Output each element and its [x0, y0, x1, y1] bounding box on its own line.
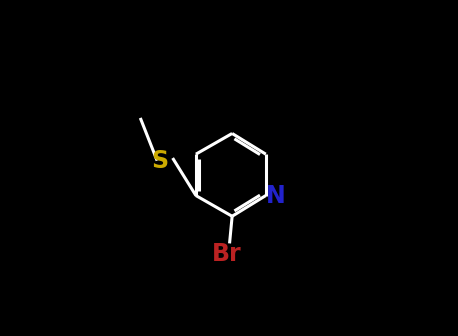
Text: Br: Br — [212, 242, 242, 266]
Text: S: S — [151, 149, 168, 173]
Text: N: N — [266, 183, 286, 208]
